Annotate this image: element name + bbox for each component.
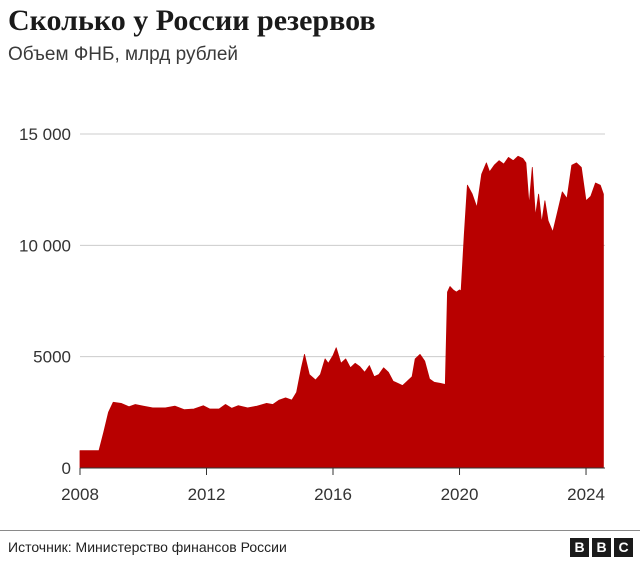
- reserves-area: [79, 155, 604, 469]
- y-tick-label: 0: [62, 459, 71, 478]
- chart-subtitle: Объем ФНБ, млрд рублей: [8, 44, 239, 65]
- x-tick-label: 2020: [441, 485, 479, 504]
- source-note: Источник: Министерство финансов России: [8, 539, 287, 555]
- y-tick-label: 5000: [33, 348, 71, 367]
- bbc-logo-letter: C: [614, 538, 633, 557]
- y-tick-label: 15 000: [19, 125, 71, 144]
- x-tick-label: 2012: [188, 485, 226, 504]
- x-tick-label: 2024: [567, 485, 605, 504]
- tick-labels: 0 5000 10 000 15 000 2008 2012 2016 2020 2024: [19, 125, 605, 504]
- y-tick-label: 10 000: [19, 236, 71, 255]
- footer-divider: [0, 530, 640, 531]
- bbc-logo: B B C: [570, 538, 633, 557]
- area-chart: 0 5000 10 000 15 000 2008 2012 2016 2020 2024: [19, 125, 605, 504]
- x-tick-label: 2008: [61, 485, 99, 504]
- axes: [79, 467, 605, 475]
- bbc-logo-letter: B: [592, 538, 611, 557]
- bbc-logo-letter: B: [570, 538, 589, 557]
- x-tick-label: 2016: [314, 485, 352, 504]
- data-area: [79, 155, 604, 469]
- chart-title: Сколько у России резервов: [8, 4, 376, 37]
